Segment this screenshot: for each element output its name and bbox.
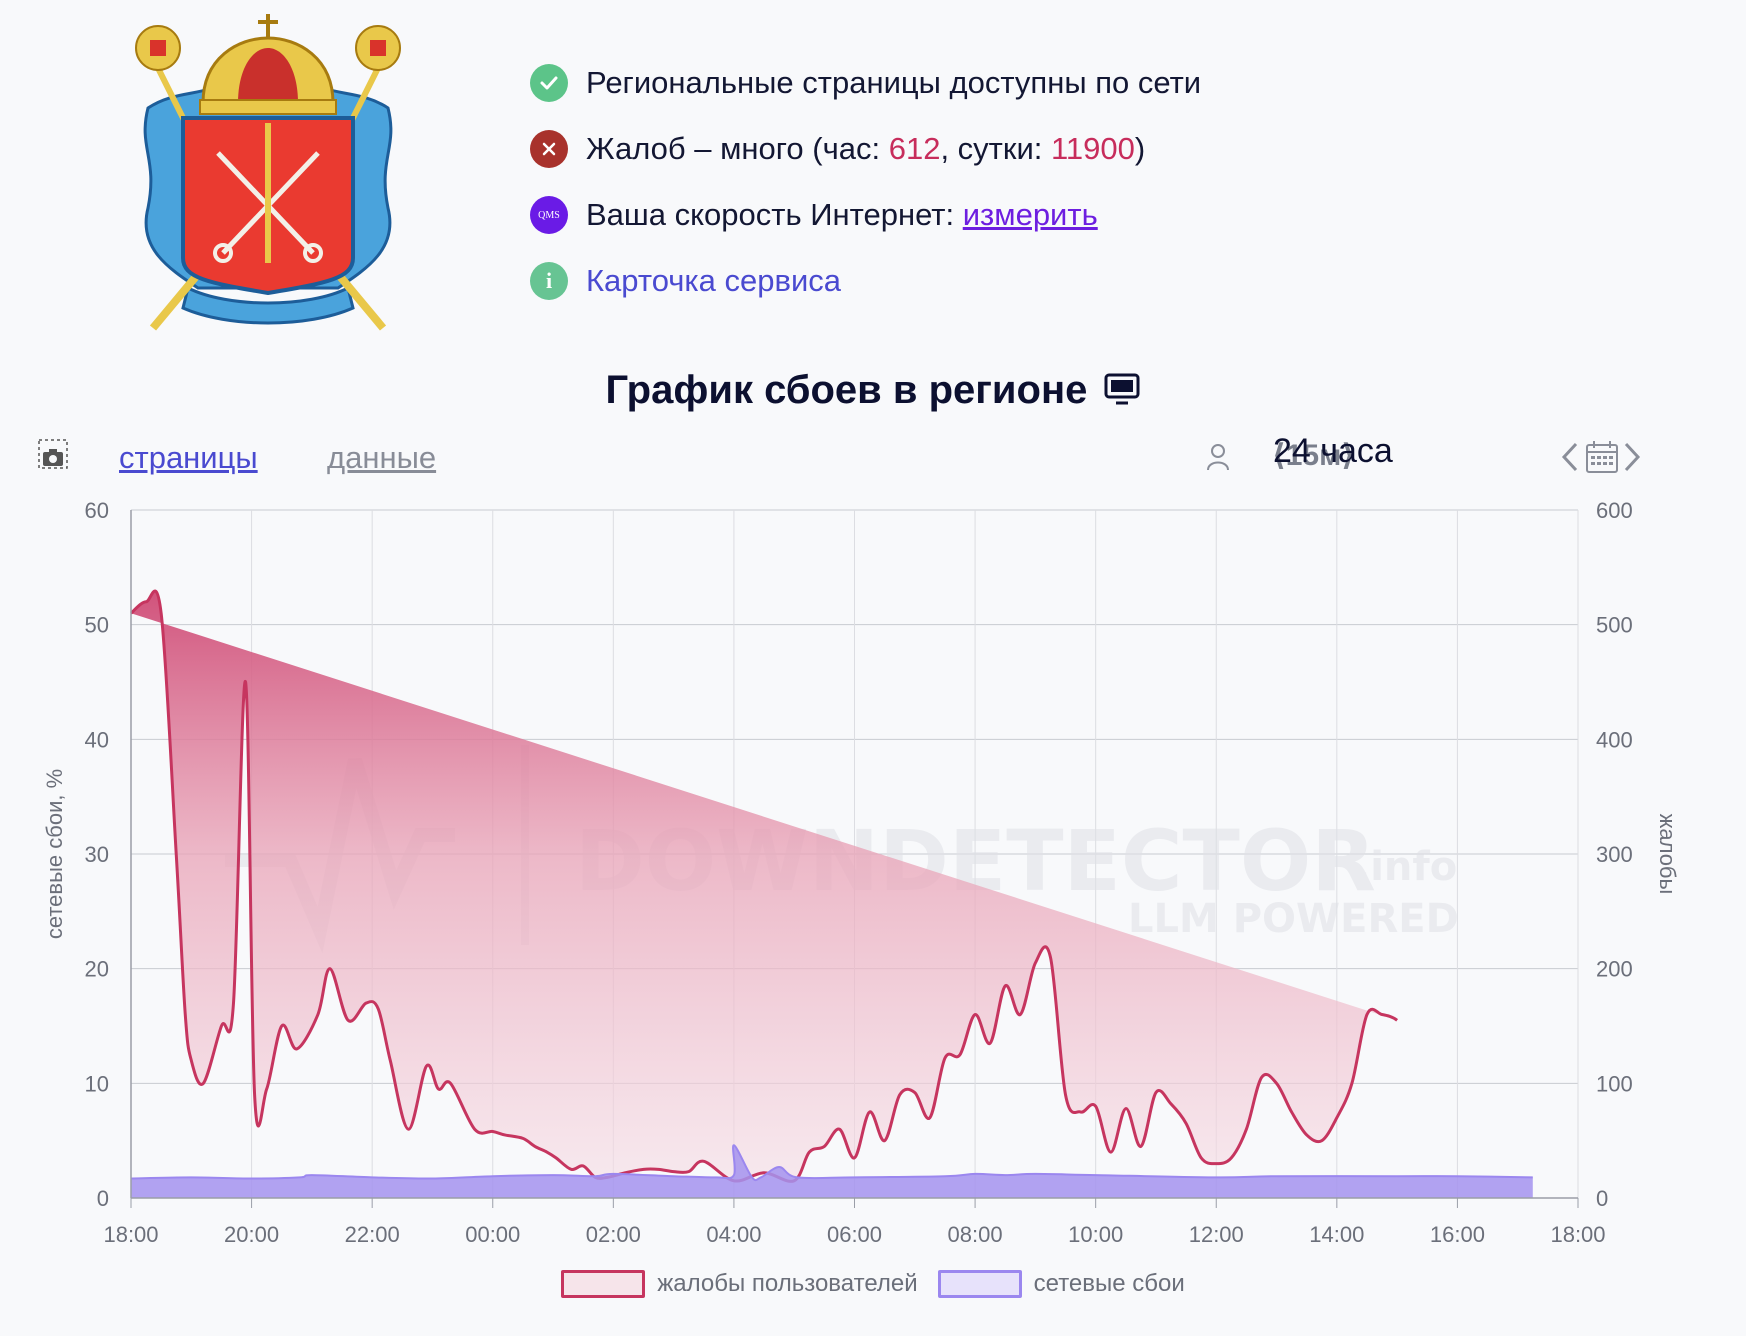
y-right-tick-label: 600 (1596, 498, 1633, 523)
complaints-area (131, 590, 1398, 1182)
complaints-prefix: Жалоб – много (час: (586, 131, 889, 166)
chart-title: График сбоев в регионе (0, 368, 1746, 413)
status-list: Региональные страницы доступны по сети Ж… (530, 50, 1201, 314)
complaints-day-value: 11900 (1050, 131, 1135, 166)
y-right-tick-label: 300 (1596, 842, 1633, 867)
x-tick-label: 04:00 (706, 1222, 761, 1247)
pages-ok-text: Региональные страницы доступны по сети (586, 65, 1202, 100)
complaints-hour-value: 612 (888, 131, 941, 166)
x-tick-label: 00:00 (465, 1222, 520, 1247)
status-speed: QMS Ваша скорость Интернет: измерить (530, 182, 1201, 248)
x-tick-label: 20:00 (224, 1222, 279, 1247)
outages-area (131, 1145, 1533, 1198)
legend-complaints-swatch (561, 1270, 646, 1298)
outages-line (130, 1144, 1533, 1182)
chevron-left-icon[interactable] (1560, 440, 1580, 474)
legend-outages[interactable]: сетевые сбои (937, 1270, 1185, 1298)
screenshot-camera-icon[interactable] (37, 438, 69, 472)
status-service-card: i Карточка сервиса (530, 248, 1201, 314)
y-right-tick-label: 0 (1596, 1186, 1608, 1211)
outage-chart: DOWNDETECTOR .info LLM POWERED 0 010 10020… (42, 498, 1680, 1247)
y-right-tick-label: 200 (1596, 957, 1633, 982)
y-left-axis-label: сетевые сбои, % (42, 769, 67, 939)
x-tick-label: 18:00 (1550, 1222, 1605, 1247)
qms-icon: QMS (530, 196, 568, 234)
y-left-tick-label: 30 (85, 842, 109, 867)
speed-label: Ваша скорость Интернет: (586, 197, 963, 232)
y-left-tick-label: 60 (85, 498, 109, 523)
speed-text: Ваша скорость Интернет: измерить (586, 197, 1098, 233)
x-tick-label: 12:00 (1189, 1222, 1244, 1247)
tab-data[interactable]: данные (327, 440, 437, 475)
step-selector[interactable]: ⟨15м⟩ (1272, 439, 1355, 472)
status-complaints: Жалоб – много (час: 612, сутки: 11900) (530, 116, 1201, 182)
y-right-axis-label: жалобы (1655, 814, 1680, 895)
y-right-tick-label: 100 (1596, 1071, 1633, 1096)
y-left-tick-label: 40 (85, 727, 109, 752)
legend-complaints[interactable]: жалобы пользователей (561, 1270, 918, 1298)
coat-of-arms-emblem (135, 14, 401, 331)
y-right-tick-label: 500 (1596, 613, 1633, 638)
user-icon[interactable] (1205, 442, 1231, 472)
error-cross-icon (530, 130, 568, 168)
service-card-link[interactable]: Карточка сервиса (586, 263, 842, 298)
complaints-text: Жалоб – много (час: 612, сутки: 11900) (586, 131, 1145, 167)
chart-legend: жалобы пользователей сетевые сбои (0, 1270, 1746, 1298)
monitor-icon (1104, 373, 1140, 405)
legend-outages-label: сетевые сбои (1033, 1270, 1185, 1297)
status-pages-ok: Региональные страницы доступны по сети (530, 50, 1201, 116)
complaints-mid: , сутки: (940, 131, 1051, 166)
x-tick-label: 06:00 (827, 1222, 882, 1247)
watermark-tld: .info (1355, 844, 1457, 890)
legend-outages-swatch (937, 1270, 1022, 1298)
y-right-tick-label: 400 (1596, 727, 1633, 752)
complaints-line (130, 589, 1399, 1183)
info-icon: i (530, 262, 568, 300)
check-icon (530, 64, 568, 102)
period-label: 24 часа (1273, 432, 1393, 470)
x-tick-label: 08:00 (948, 1222, 1003, 1247)
calendar-icon[interactable] (1585, 440, 1619, 474)
legend-complaints-label: жалобы пользователей (657, 1270, 918, 1297)
x-tick-label: 02:00 (586, 1222, 641, 1247)
y-left-tick-label: 20 (85, 957, 109, 982)
complaints-suffix: ) (1134, 131, 1146, 166)
y-left-tick-label: 0 (97, 1186, 109, 1211)
tab-pages[interactable]: страницы (119, 440, 258, 475)
y-left-tick-label: 10 (85, 1071, 109, 1096)
x-tick-label: 10:00 (1068, 1222, 1123, 1247)
x-tick-label: 22:00 (345, 1222, 400, 1247)
measure-speed-link[interactable]: измерить (962, 197, 1098, 232)
y-left-tick-label: 50 (85, 613, 109, 638)
chart-toolbar: страницы данные ⟨15м⟩ 24 часа (0, 430, 1746, 486)
x-tick-label: 16:00 (1430, 1222, 1485, 1247)
chevron-right-icon[interactable] (1622, 440, 1642, 474)
x-tick-label: 14:00 (1309, 1222, 1364, 1247)
watermark-tag: LLM POWERED (1128, 896, 1459, 942)
chart-title-text: График сбоев в регионе (605, 368, 1088, 412)
x-tick-label: 18:00 (103, 1222, 158, 1247)
qms-badge-text: QMS (538, 209, 560, 221)
